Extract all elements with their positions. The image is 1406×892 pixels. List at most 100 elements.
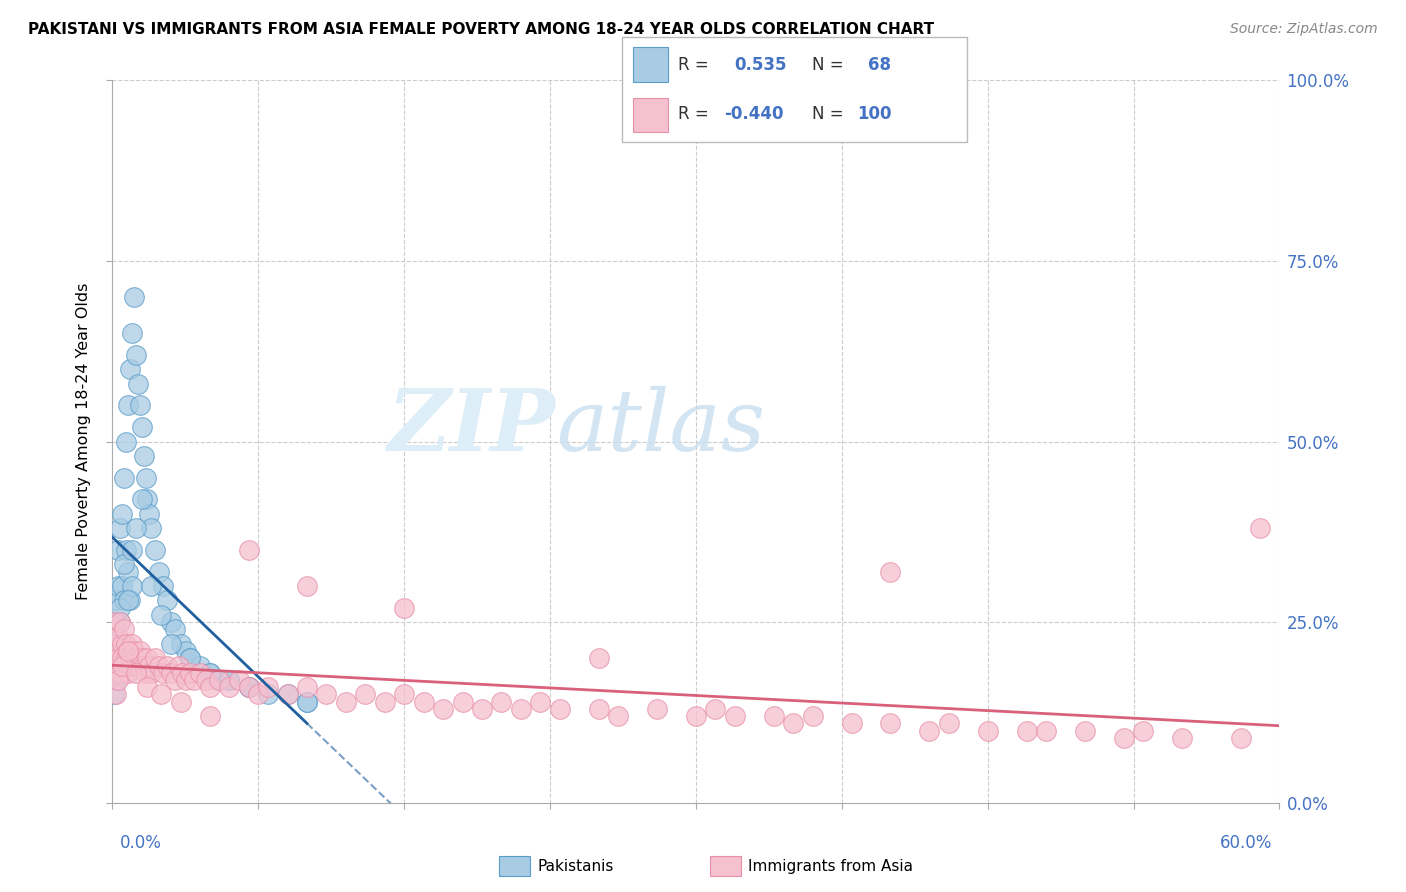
Point xyxy=(238,680,260,694)
Point xyxy=(394,600,416,615)
Point xyxy=(143,651,166,665)
Point xyxy=(194,673,217,687)
Point xyxy=(228,673,250,687)
Point xyxy=(121,579,143,593)
Point xyxy=(704,702,727,716)
Point xyxy=(131,651,153,665)
Point xyxy=(218,680,240,694)
Point xyxy=(1229,731,1251,745)
Point xyxy=(111,579,134,593)
Point xyxy=(110,600,132,615)
Point xyxy=(111,651,134,665)
Text: R =: R = xyxy=(678,55,709,73)
Point xyxy=(112,470,135,484)
Point xyxy=(136,680,159,694)
Point xyxy=(208,673,231,687)
Point xyxy=(138,507,160,521)
FancyBboxPatch shape xyxy=(633,47,668,82)
Text: Pakistanis: Pakistanis xyxy=(537,859,613,873)
Text: Immigrants from Asia: Immigrants from Asia xyxy=(748,859,912,873)
Point xyxy=(354,687,377,701)
Point xyxy=(118,593,141,607)
Point xyxy=(160,637,183,651)
Point xyxy=(176,673,198,687)
Point xyxy=(115,434,138,449)
Point xyxy=(183,673,205,687)
Point xyxy=(136,492,159,507)
Point xyxy=(976,723,998,738)
Point xyxy=(125,651,148,665)
Point xyxy=(685,709,707,723)
Point xyxy=(105,637,128,651)
Point xyxy=(117,644,139,658)
Point xyxy=(1249,521,1271,535)
Point xyxy=(121,658,143,673)
Point xyxy=(163,623,186,637)
Point xyxy=(105,637,128,651)
Text: 60.0%: 60.0% xyxy=(1220,834,1272,852)
Point xyxy=(115,651,138,665)
Point xyxy=(107,651,129,665)
Point xyxy=(156,593,179,607)
Point xyxy=(117,593,139,607)
Point xyxy=(801,709,824,723)
Point xyxy=(198,665,221,680)
Point xyxy=(111,507,134,521)
Point xyxy=(141,521,163,535)
Point xyxy=(105,673,128,687)
Point xyxy=(238,680,260,694)
Point xyxy=(135,470,157,484)
Point xyxy=(295,680,318,694)
Point xyxy=(115,637,138,651)
Point xyxy=(782,716,804,731)
Point xyxy=(105,665,128,680)
Point xyxy=(112,593,135,607)
Point xyxy=(141,665,163,680)
Point xyxy=(125,521,148,535)
Point xyxy=(1015,723,1038,738)
Point xyxy=(117,565,139,579)
Point xyxy=(529,695,551,709)
Point xyxy=(122,644,145,658)
Point xyxy=(107,579,129,593)
Point xyxy=(394,687,416,701)
Point xyxy=(198,709,221,723)
Point xyxy=(107,630,129,644)
Point xyxy=(125,665,148,680)
Point xyxy=(125,348,148,362)
Point xyxy=(451,695,474,709)
Point xyxy=(150,687,173,701)
Point xyxy=(112,658,135,673)
Point xyxy=(471,702,494,716)
Point xyxy=(103,615,125,630)
Point xyxy=(152,579,174,593)
Point xyxy=(1132,723,1154,738)
Point xyxy=(167,658,190,673)
Point xyxy=(276,687,298,701)
Point xyxy=(136,651,159,665)
Point xyxy=(132,658,155,673)
Point xyxy=(118,362,141,376)
Point xyxy=(208,673,231,687)
Point xyxy=(112,623,135,637)
Point xyxy=(160,665,183,680)
Point xyxy=(1074,723,1097,738)
Point xyxy=(879,565,901,579)
Text: 0.535: 0.535 xyxy=(734,55,787,73)
Point xyxy=(111,637,134,651)
Point xyxy=(110,665,132,680)
Point xyxy=(110,615,132,630)
Point xyxy=(103,687,125,701)
Point xyxy=(295,695,318,709)
Point xyxy=(169,637,191,651)
FancyBboxPatch shape xyxy=(633,98,668,132)
Point xyxy=(548,702,571,716)
Text: 68: 68 xyxy=(868,55,891,73)
Point xyxy=(588,702,610,716)
Point xyxy=(509,702,531,716)
Point xyxy=(724,709,747,723)
Point xyxy=(179,665,201,680)
Point xyxy=(117,644,139,658)
Text: Source: ZipAtlas.com: Source: ZipAtlas.com xyxy=(1230,22,1378,37)
Point xyxy=(218,673,240,687)
